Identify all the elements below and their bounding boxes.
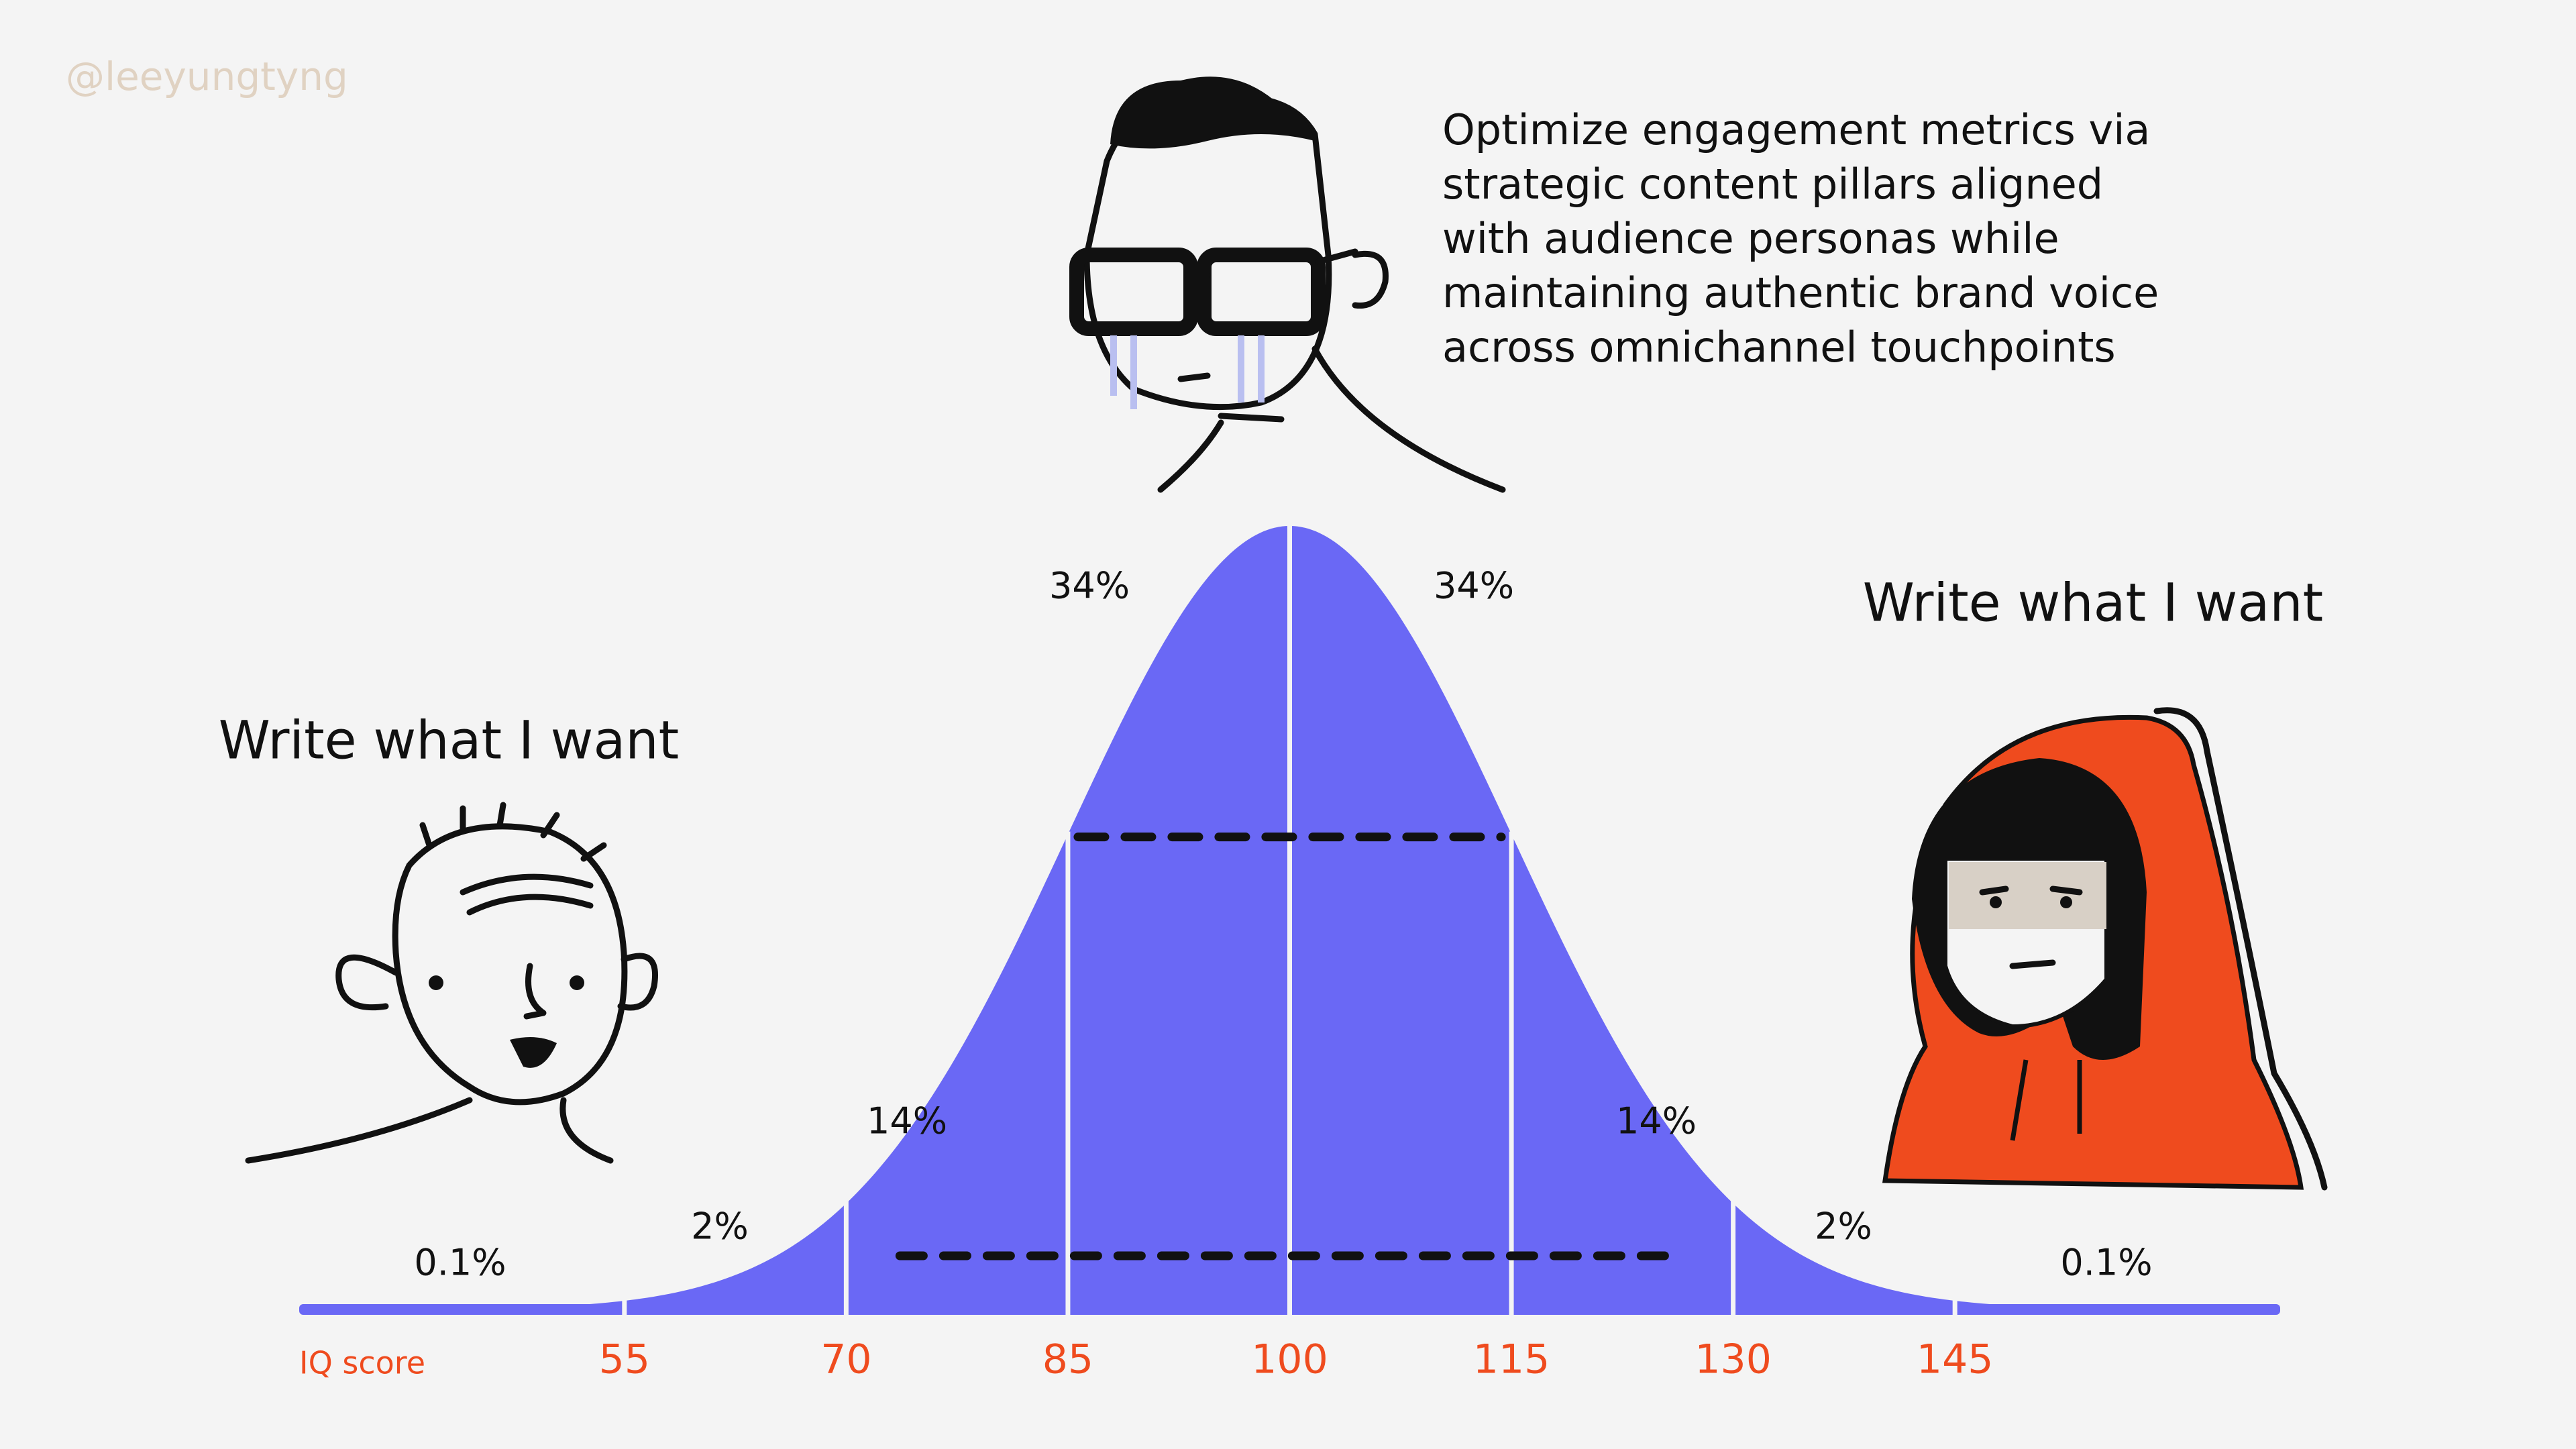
value-label: 34%: [1049, 565, 1130, 607]
x-tick-label: 130: [1695, 1336, 1772, 1383]
face-left: [245, 802, 658, 1164]
annotation: with audience personas while: [1442, 214, 2059, 263]
x-axis-label: IQ score: [299, 1345, 425, 1381]
face-right: [1882, 707, 2328, 1191]
value-label: 0.1%: [414, 1242, 506, 1284]
value-label: 14%: [1616, 1100, 1697, 1142]
x-tick-label: 70: [820, 1336, 871, 1383]
x-tick-label: 55: [599, 1336, 650, 1383]
annotation: across omnichannel touchpoints: [1442, 323, 2116, 372]
value-label: 0.1%: [2060, 1242, 2152, 1284]
bell-segment: [1733, 1203, 1955, 1309]
x-tick-label: 100: [1251, 1336, 1328, 1383]
face-middle: [1069, 76, 1506, 493]
watermark: @leeyungtyng: [66, 54, 348, 99]
bell-segment: [846, 834, 1068, 1309]
value-label: 2%: [1815, 1205, 1872, 1248]
bell-segment: [624, 1203, 847, 1309]
bell-segment: [1511, 834, 1733, 1309]
value-label: 34%: [1434, 565, 1514, 607]
x-tick-label: 115: [1473, 1336, 1550, 1383]
x-tick-label: 85: [1042, 1336, 1093, 1383]
x-tick-label: 145: [1917, 1336, 1994, 1383]
value-label: 2%: [691, 1205, 749, 1248]
annotation: Write what I want: [1863, 573, 2324, 633]
bell-segment: [1067, 526, 1290, 1309]
annotation: strategic content pillars aligned: [1442, 160, 2103, 209]
bell-segment: [1289, 526, 1512, 1309]
value-label: 14%: [867, 1100, 947, 1142]
annotation: Write what I want: [219, 710, 680, 771]
annotation: Optimize engagement metrics via: [1442, 105, 2150, 154]
annotation: maintaining authentic brand voice: [1442, 268, 2159, 317]
